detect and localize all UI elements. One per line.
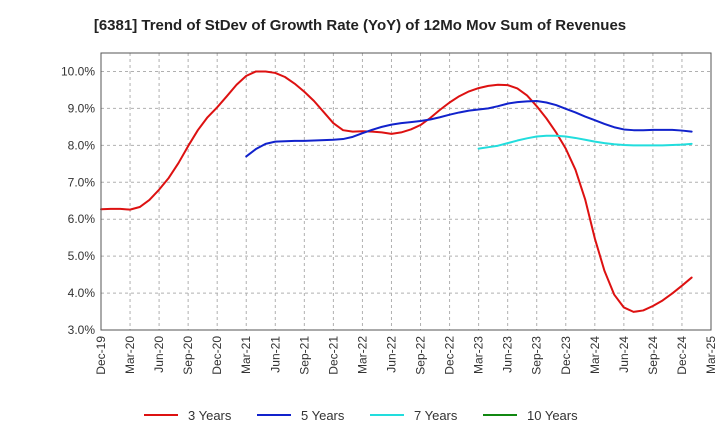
series-line-7-years [477,134,693,150]
x-tick-label: Dec-22 [443,336,457,375]
y-tick-label: 8.0% [68,138,96,152]
x-tick-label: Mar-23 [472,336,486,374]
x-tick-label: Dec-23 [559,336,573,375]
legend: 3 Years 5 Years 7 Years 10 Years [144,408,578,423]
x-tick-label: Sep-21 [297,336,311,375]
x-tick-label: Sep-20 [181,336,195,375]
y-tick-label: 9.0% [68,101,96,115]
series-line-5-years [245,100,693,158]
legend-label: 10 Years [527,408,578,423]
chart-title: [6381] Trend of StDev of Growth Rate (Yo… [94,17,626,34]
x-tick-label: Sep-23 [530,336,544,375]
x-tick-label: Dec-24 [675,336,689,375]
x-tick-label: Jun-23 [501,336,515,373]
y-tick-label: 10.0% [61,64,95,78]
grid-layer [100,53,712,331]
y-tick-label: 4.0% [68,286,96,300]
x-tick-label: Mar-24 [588,336,602,374]
x-tick-label: Sep-22 [414,336,428,375]
series-layer [100,70,693,313]
legend-item: 3 Years [144,408,232,423]
y-axis-ticks: 3.0% 4.0% 5.0% 6.0% 7.0% 8.0% 9.0% 10.0% [61,64,95,337]
x-tick-label: Jun-21 [268,336,282,373]
y-tick-label: 7.0% [68,175,96,189]
plot-frame [100,52,712,331]
x-tick-label: Jun-20 [152,336,166,373]
y-tick-label: 3.0% [68,323,96,337]
series-line-3-years [100,70,693,313]
legend-label: 3 Years [188,408,232,423]
x-tick-label: Dec-20 [210,336,224,375]
y-tick-label: 5.0% [68,249,96,263]
legend-item: 10 Years [483,408,578,423]
x-tick-label: Jun-22 [384,336,398,373]
x-tick-label: Mar-22 [355,336,369,374]
legend-label: 5 Years [301,408,345,423]
x-tick-label: Mar-21 [239,336,253,374]
x-tick-label: Mar-20 [123,336,137,374]
x-tick-label: Sep-24 [646,336,660,375]
y-tick-label: 6.0% [68,212,96,226]
x-tick-label: Jun-24 [617,336,631,373]
legend-item: 5 Years [257,408,345,423]
x-tick-label: Mar-25 [704,336,718,374]
legend-label: 7 Years [414,408,458,423]
x-tick-label: Dec-21 [326,336,340,375]
x-tick-label: Dec-19 [94,336,108,375]
x-axis-ticks: Dec-19 Mar-20 Jun-20 Sep-20 Dec-20 Mar-21 Jun-… [94,336,718,375]
legend-item: 7 Years [370,408,458,423]
